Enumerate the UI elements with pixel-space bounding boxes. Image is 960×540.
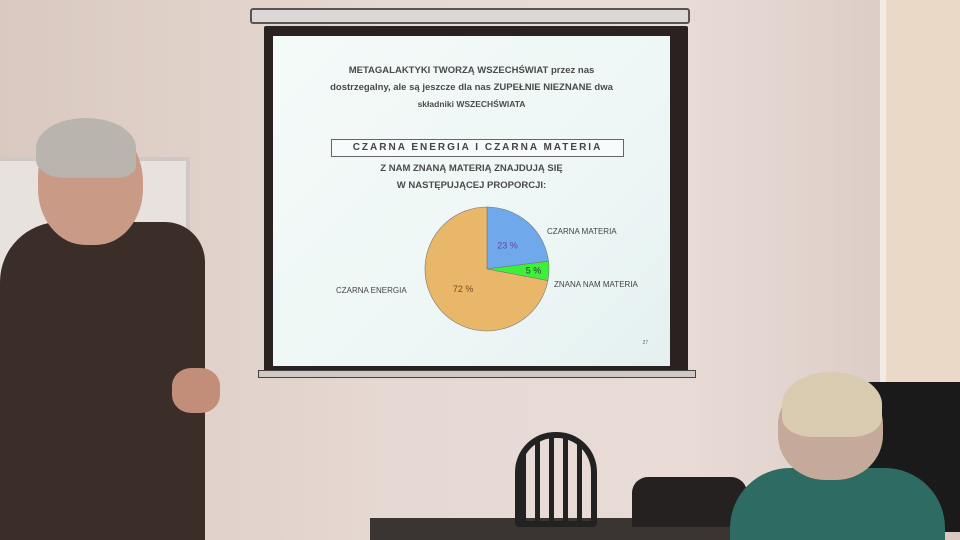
projector-screen-bar — [258, 370, 696, 378]
legend-label-czarna-energia: CZARNA ENERGIA — [336, 286, 407, 295]
chair — [632, 477, 747, 527]
intro-line: dostrzegalny, ale są jeszcze dla nas ZUP… — [330, 82, 613, 93]
presenter-hand — [172, 368, 220, 413]
pie-slice-0 — [486, 206, 549, 270]
pie-data-label-2: 72 % — [453, 284, 474, 294]
wall-panel — [880, 0, 960, 390]
audience-member-hair — [782, 372, 882, 437]
presenter-body — [0, 222, 205, 540]
subtitle-line: Z NAM ZNANĄ MATERIĄ ZNAJDUJĄ SIĘ — [380, 163, 563, 174]
intro-line: METAGALAKTYKI TWORZĄ WSZECHŚWIAT przez n… — [348, 65, 595, 76]
pie-slice-2 — [424, 206, 549, 332]
page-number: 27 — [642, 340, 648, 346]
pie-data-label-0: 23 % — [497, 241, 518, 251]
audience-member-body — [730, 468, 945, 540]
chair — [515, 432, 597, 527]
projector-screen-housing — [250, 8, 690, 24]
slide-boxed-title: CZARNA ENERGIA I CZARNA MATERIA — [331, 139, 624, 157]
intro-line: składniki WSZECHŚWIATA — [417, 99, 526, 109]
presentation-slide: METAGALAKTYKI TWORZĄ WSZECHŚWIAT przez n… — [273, 36, 670, 366]
pie-data-label-1: 5 % — [526, 265, 542, 275]
pie-chart: 23 % 5 % 72 % — [424, 206, 550, 332]
presenter-hair — [36, 118, 136, 178]
legend-label-znana-materia: ZNANA NAM MATERIA — [554, 280, 638, 289]
legend-label-czarna-materia: CZARNA MATERIA — [547, 227, 617, 236]
subtitle-line: W NASTĘPUJĄCEJ PROPORCJI: — [396, 180, 547, 191]
